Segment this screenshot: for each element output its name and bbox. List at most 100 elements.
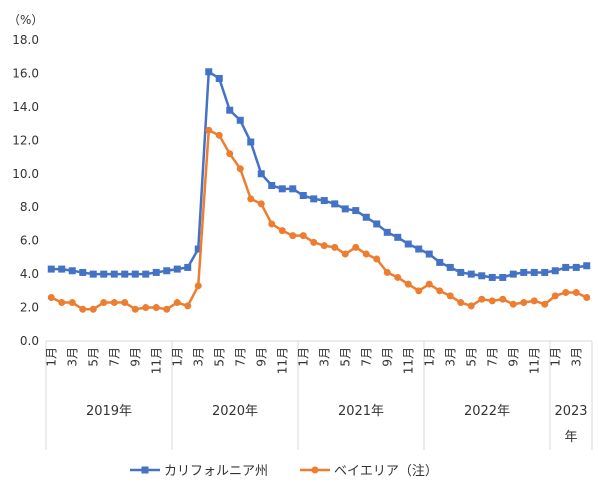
data-point (173, 265, 181, 273)
data-point (320, 242, 328, 250)
y-tick-label: 6.0 (20, 234, 39, 248)
month-label: 11月 (149, 347, 163, 374)
data-point (110, 270, 118, 278)
month-label: 1月 (44, 347, 58, 367)
data-point (79, 268, 87, 276)
data-point (226, 150, 234, 158)
data-point (478, 272, 486, 280)
month-label: 9月 (506, 347, 520, 367)
data-point (205, 126, 213, 134)
data-point (562, 263, 570, 271)
data-point (383, 268, 391, 276)
data-point (89, 270, 97, 278)
data-point (58, 265, 66, 273)
data-point (373, 220, 381, 228)
month-label: 1月 (422, 347, 436, 367)
data-point (530, 268, 538, 276)
data-point (551, 292, 559, 300)
legend-marker (141, 466, 149, 474)
month-label: 1月 (296, 347, 310, 367)
data-point (257, 200, 265, 208)
month-label: 1月 (548, 347, 562, 367)
data-point (121, 270, 129, 278)
data-point (142, 270, 150, 278)
data-point (499, 295, 507, 303)
month-label: 7月 (107, 347, 121, 367)
month-label: 3月 (569, 347, 583, 367)
data-point (583, 294, 591, 302)
data-point (467, 270, 475, 278)
data-point (163, 267, 171, 275)
data-point (383, 228, 391, 236)
month-label: 3月 (65, 347, 79, 367)
data-point (541, 268, 549, 276)
month-label: 9月 (128, 347, 142, 367)
legend-label: カリフォルニア州 (164, 464, 268, 479)
month-label: 11月 (527, 347, 541, 374)
data-point (478, 295, 486, 303)
data-point (467, 302, 475, 310)
y-tick-label: 14.0 (12, 100, 39, 114)
data-point (331, 243, 339, 251)
data-point (509, 270, 517, 278)
data-point (152, 268, 160, 276)
data-point (47, 294, 55, 302)
month-label: 3月 (317, 347, 331, 367)
month-label: 3月 (443, 347, 457, 367)
data-point (68, 299, 76, 307)
month-label: 5月 (86, 347, 100, 367)
y-axis-unit-label: （%） (8, 13, 43, 27)
data-point (394, 273, 402, 281)
data-point (373, 255, 381, 263)
data-point (299, 192, 307, 200)
x-axis-year-labels: 2019年 2020年 2021年 2022年 2023 年 (86, 404, 588, 445)
month-label: 9月 (254, 347, 268, 367)
data-point (436, 258, 444, 266)
data-point (247, 195, 255, 203)
data-point (341, 205, 349, 213)
y-tick-label: 8.0 (20, 200, 39, 214)
data-point (509, 300, 517, 308)
y-tick-label: 0.0 (20, 334, 39, 348)
data-point (457, 299, 465, 307)
month-label: 7月 (485, 347, 499, 367)
data-point (446, 292, 454, 300)
data-point (257, 170, 265, 178)
data-point (268, 181, 276, 189)
data-point (47, 265, 55, 273)
data-point (142, 304, 150, 312)
legend-marker (311, 466, 319, 474)
data-point (541, 300, 549, 308)
data-point (488, 297, 496, 305)
data-point (79, 305, 87, 313)
data-point (194, 245, 202, 253)
data-point (572, 289, 580, 297)
chart-axes (45, 340, 593, 450)
month-label: 11月 (401, 347, 415, 374)
y-tick-label: 16.0 (12, 66, 39, 80)
data-point (415, 245, 423, 253)
data-point (499, 273, 507, 281)
data-point (121, 299, 129, 307)
data-point (352, 243, 360, 251)
data-point (131, 305, 139, 313)
chart-legend: カリフォルニア州 ベイエリア（注） (130, 464, 438, 479)
y-tick-label: 18.0 (12, 33, 39, 47)
data-point (299, 232, 307, 240)
data-point (236, 165, 244, 173)
data-point (425, 280, 433, 288)
data-point (215, 131, 223, 139)
series-bay-area (47, 126, 591, 313)
month-label: 5月 (338, 347, 352, 367)
month-label: 7月 (233, 347, 247, 367)
data-point (446, 263, 454, 271)
data-point (572, 263, 580, 271)
year-label: 2023 (554, 404, 587, 419)
year-label: 2021年 (338, 404, 384, 419)
data-point (341, 250, 349, 258)
month-label: 7月 (359, 347, 373, 367)
y-tick-label: 12.0 (12, 133, 39, 147)
month-label: 5月 (212, 347, 226, 367)
y-tick-label: 2.0 (20, 301, 39, 315)
data-point (404, 280, 412, 288)
